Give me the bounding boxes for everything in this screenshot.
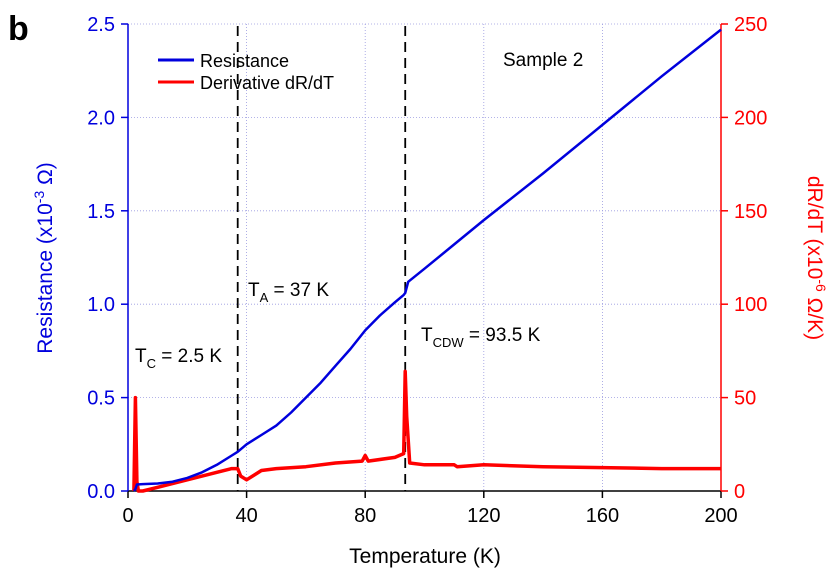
y2-tick-label: 0 xyxy=(734,481,745,503)
annotation-text: Sample 2 xyxy=(503,50,583,71)
annotation-symbol: T xyxy=(421,325,433,346)
annotation: TCDW = 93.5 K xyxy=(421,325,541,350)
annotation-symbol: T xyxy=(135,346,147,367)
y-tick-label: 0.0 xyxy=(87,481,115,503)
y2-tick-label: 50 xyxy=(734,388,756,410)
annotation-subscript: CDW xyxy=(433,335,465,350)
panel-label: b xyxy=(8,10,29,48)
y2-tick-label: 200 xyxy=(734,107,767,129)
y2-tick-label: 250 xyxy=(734,14,767,36)
annotation: TA = 37 K xyxy=(248,280,329,305)
y-tick-label: 0.5 xyxy=(87,388,115,410)
x-tick-label: 40 xyxy=(235,505,257,527)
x-tick-label: 120 xyxy=(467,505,500,527)
annotation-text: = 37 K xyxy=(268,280,329,301)
x-tick-label: 200 xyxy=(704,505,737,527)
legend-label: Derivative dR/dT xyxy=(200,73,334,93)
legend-label: Resistance xyxy=(200,51,289,71)
x-tick-label: 0 xyxy=(122,505,133,527)
y-axis-label: Resistance (x10-3 Ω) xyxy=(31,162,57,354)
y-tick-label: 1.0 xyxy=(87,294,115,316)
y2-tick-label: 150 xyxy=(734,201,767,223)
annotation-text: = 93.5 K xyxy=(464,325,541,346)
annotation-subscript: C xyxy=(147,356,156,371)
annotation: TC = 2.5 K xyxy=(135,346,222,371)
y-tick-label: 2.0 xyxy=(87,107,115,129)
x-tick-label: 160 xyxy=(586,505,619,527)
annotation-symbol: T xyxy=(248,280,260,301)
annotation-subscript: A xyxy=(260,290,269,305)
data-line xyxy=(132,369,721,493)
y2-axis-label: dR/dT (x10-6 Ω/K) xyxy=(803,176,829,340)
annotation-text: = 2.5 K xyxy=(156,346,222,367)
y-tick-label: 1.5 xyxy=(87,201,115,223)
y-tick-label: 2.5 xyxy=(87,14,115,36)
data-line xyxy=(132,28,722,492)
annotation: Sample 2 xyxy=(503,50,583,71)
x-axis-label: Temperature (K) xyxy=(349,545,501,568)
y2-tick-label: 100 xyxy=(734,294,767,316)
x-tick-label: 80 xyxy=(354,505,376,527)
